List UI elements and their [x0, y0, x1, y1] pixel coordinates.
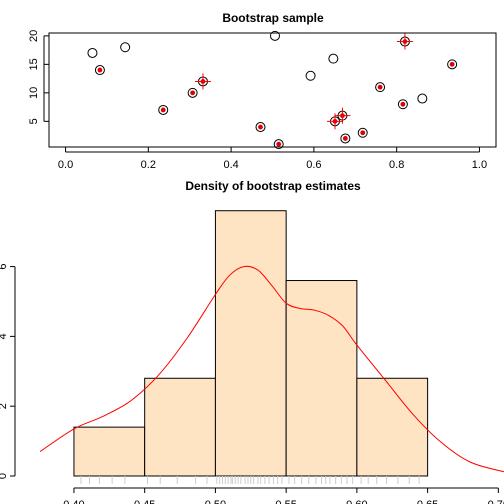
histogram-x-tick-label: 0.50 — [205, 499, 226, 504]
sampled-point-dot — [377, 84, 383, 90]
scatter-y-tick-label: 20 — [28, 30, 40, 42]
density-curve — [39, 265, 504, 473]
density-title: Density of bootstrap estimates — [185, 179, 361, 193]
histogram-bar — [356, 377, 429, 477]
sampled-point-dot — [360, 130, 366, 136]
data-point-circle — [120, 42, 131, 53]
scatter-x-tick-label: 0.2 — [141, 159, 156, 171]
histogram-bar — [285, 280, 358, 477]
scatter-y-tick-label: 15 — [28, 58, 40, 70]
bootstrap-sample-title: Bootstrap sample — [222, 11, 324, 25]
histogram-bar — [144, 377, 216, 477]
scatter-x-tick-label: 0.8 — [389, 159, 404, 171]
data-point-circle — [305, 70, 316, 81]
sampled-point-dot — [400, 101, 406, 107]
density-curve-group — [39, 265, 504, 473]
scatter-x-axis: 0.0 0.2 0.4 0.6 0.8 1.0 — [58, 147, 487, 171]
data-point-circle — [255, 122, 266, 133]
histogram-x-axis: 0.40 0.45 0.50 0.55 0.60 0.65 0.70 — [63, 487, 504, 504]
histogram-x-tick-label: 0.45 — [134, 499, 155, 504]
sampled-point-dot — [258, 124, 263, 130]
scatter-x-tick-label: 0.0 — [58, 159, 73, 171]
data-point-circle — [328, 53, 339, 64]
scatter-plot-frame — [48, 32, 497, 148]
histogram-y-tick-label: 6 — [0, 264, 9, 270]
histogram-y-tick-label: 0 — [0, 473, 9, 479]
histogram-x-tick-label: 0.55 — [275, 499, 296, 504]
histogram-y-tick-label: 4 — [0, 333, 9, 339]
data-point-circle — [447, 59, 458, 70]
data-point-circle — [340, 133, 351, 144]
scatter-x-tick-label: 0.4 — [223, 159, 238, 171]
sampled-point-dot — [449, 61, 455, 67]
histogram-bar — [73, 426, 146, 477]
sampled-point-dot — [97, 67, 103, 73]
scatter-y-tick-label: 10 — [28, 87, 40, 99]
sampled-point-dot — [276, 141, 282, 147]
density-panel: Density of bootstrap estimates 0.400.450… — [0, 179, 504, 504]
data-point-circle — [187, 87, 198, 98]
rug-marks — [80, 476, 420, 484]
scatter-y-tick-label: 5 — [28, 118, 40, 124]
histogram-x-tick-label: 0.70 — [488, 499, 504, 504]
sampled-point-dot — [190, 90, 196, 96]
scatter-x-tick-label: 1.0 — [472, 159, 487, 171]
bootstrap-sample-panel: Bootstrap sample 0.0 0.2 0.4 0.6 0.8 1.0 5 10 1… — [28, 11, 497, 171]
data-point-circle — [158, 104, 169, 115]
data-point-circle — [417, 93, 428, 104]
histogram-bars — [73, 210, 429, 477]
histogram-bar — [214, 210, 287, 477]
data-point-circle — [397, 99, 408, 110]
sampled-point-dot — [342, 136, 348, 141]
scatter-x-tick-label: 0.6 — [306, 159, 321, 171]
data-point-circle — [269, 30, 280, 41]
data-point-circle — [87, 47, 98, 58]
scatter-points — [87, 30, 458, 150]
histogram-x-tick-label: 0.60 — [346, 499, 367, 504]
histogram-y-axis: 0 2 4 6 — [0, 264, 16, 479]
histogram-x-tick-label: 0.40 — [63, 499, 84, 504]
data-point-circle — [94, 65, 105, 76]
data-point-circle — [375, 82, 386, 93]
sampled-point-dot — [160, 107, 166, 113]
histogram-y-tick-label: 2 — [0, 403, 9, 409]
histogram-x-tick-label: 0.65 — [417, 499, 438, 504]
scatter-y-axis: 5 10 15 20 — [28, 30, 49, 124]
data-point-circle — [357, 127, 368, 138]
data-point-circle — [273, 139, 284, 150]
